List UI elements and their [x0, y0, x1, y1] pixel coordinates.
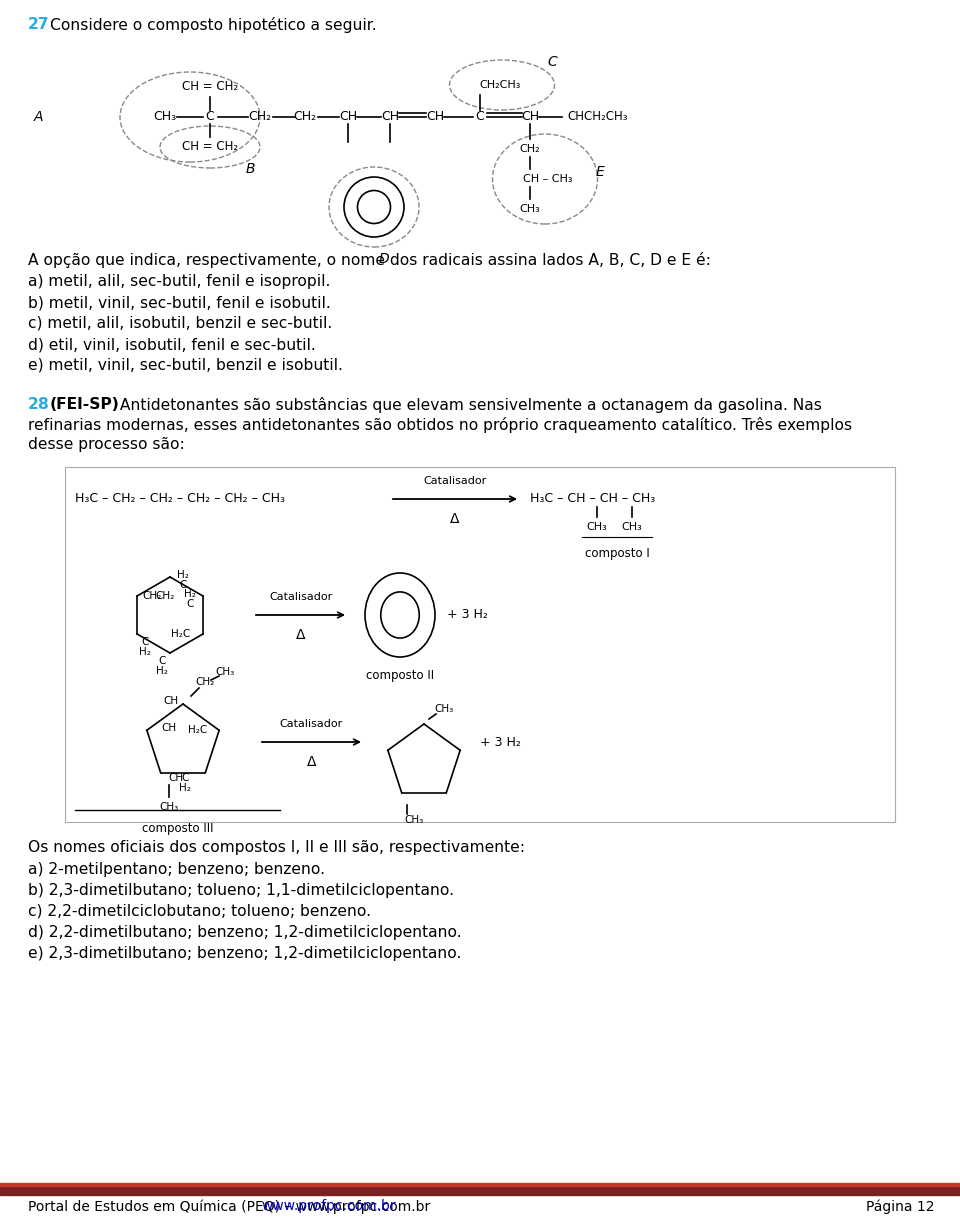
- Text: C: C: [186, 599, 194, 609]
- Text: a) 2-metilpentano; benzeno; benzeno.: a) 2-metilpentano; benzeno; benzeno.: [28, 862, 325, 877]
- Text: CH₃: CH₃: [154, 111, 177, 123]
- Text: 28: 28: [28, 397, 50, 411]
- Text: E: E: [595, 165, 605, 179]
- Text: CH₃: CH₃: [215, 667, 234, 678]
- Text: e) 2,3-dimetilbutano; benzeno; 1,2-dimetilciclopentano.: e) 2,3-dimetilbutano; benzeno; 1,2-dimet…: [28, 946, 462, 961]
- Text: CH: CH: [381, 111, 399, 123]
- Text: composto III: composto III: [142, 822, 213, 835]
- Text: CH₃: CH₃: [622, 522, 642, 532]
- Text: C: C: [141, 637, 149, 647]
- Text: composto II: composto II: [366, 669, 434, 683]
- Text: CH₃: CH₃: [159, 802, 179, 812]
- Text: Δ: Δ: [296, 628, 305, 642]
- Text: C: C: [181, 772, 189, 782]
- Text: CH: CH: [426, 111, 444, 123]
- Text: CH₂: CH₂: [156, 591, 175, 601]
- Text: Considere o composto hipotético a seguir.: Considere o composto hipotético a seguir…: [50, 17, 376, 33]
- Text: refinarias modernas, esses antidetonantes são obtidos no próprio craqueamento ca: refinarias modernas, esses antidetonante…: [28, 416, 852, 432]
- Text: CH₂: CH₂: [249, 111, 272, 123]
- Text: H₂C: H₂C: [187, 726, 206, 736]
- Text: Catalisador: Catalisador: [280, 719, 343, 729]
- Text: d) etil, vinil, isobutil, fenil e sec-butil.: d) etil, vinil, isobutil, fenil e sec-bu…: [28, 338, 316, 352]
- Text: CH₂: CH₂: [519, 144, 540, 154]
- Text: CH₂: CH₂: [196, 678, 215, 687]
- Text: e) metil, vinil, sec-butil, benzil e isobutil.: e) metil, vinil, sec-butil, benzil e iso…: [28, 359, 343, 373]
- Text: H₂: H₂: [156, 667, 168, 676]
- Text: C: C: [475, 111, 485, 123]
- Text: H₃C – CH₂ – CH₂ – CH₂ – CH₂ – CH₃: H₃C – CH₂ – CH₂ – CH₂ – CH₂ – CH₃: [75, 493, 285, 505]
- Text: CH₃: CH₃: [434, 703, 454, 715]
- Text: H₂: H₂: [180, 782, 191, 792]
- Text: composto I: composto I: [585, 547, 649, 561]
- Text: Página 12: Página 12: [867, 1199, 935, 1214]
- Text: A opção que indica, respectivamente, o nome dos radicais assina lados A, B, C, D: A opção que indica, respectivamente, o n…: [28, 253, 710, 269]
- Text: H₃C – CH – CH – CH₃: H₃C – CH – CH – CH₃: [530, 493, 656, 505]
- Text: A: A: [34, 110, 43, 124]
- Text: CH – CH₃: CH – CH₃: [523, 174, 573, 184]
- Text: H₂: H₂: [139, 647, 151, 657]
- Bar: [0, 1186, 960, 1195]
- Text: c) 2,2-dimetilciclobutano; tolueno; benzeno.: c) 2,2-dimetilciclobutano; tolueno; benz…: [28, 904, 371, 919]
- Text: (FEI-SP): (FEI-SP): [50, 397, 120, 411]
- Text: CH₂: CH₂: [294, 111, 317, 123]
- Text: CH: CH: [339, 111, 357, 123]
- Text: Catalisador: Catalisador: [269, 593, 332, 602]
- Text: C: C: [180, 580, 186, 590]
- Text: CH₂: CH₂: [142, 591, 161, 601]
- Text: Catalisador: Catalisador: [423, 476, 487, 485]
- Text: CH = CH₂: CH = CH₂: [182, 80, 238, 94]
- Text: C: C: [205, 111, 214, 123]
- Text: CH: CH: [163, 696, 178, 706]
- Text: + 3 H₂: + 3 H₂: [480, 736, 521, 749]
- Text: c) metil, alil, isobutil, benzil e sec-butil.: c) metil, alil, isobutil, benzil e sec-b…: [28, 315, 332, 331]
- Text: Δ: Δ: [307, 755, 316, 769]
- Text: Portal de Estudos em Química (PEQ) – www.profpc.com.br: Portal de Estudos em Química (PEQ) – www…: [28, 1199, 430, 1214]
- Text: www.profpc.com.br: www.profpc.com.br: [261, 1199, 396, 1214]
- Text: C: C: [547, 55, 557, 69]
- Bar: [65, 467, 895, 822]
- Text: CH: CH: [168, 772, 183, 782]
- Text: H₂C: H₂C: [171, 630, 190, 639]
- Text: H₂: H₂: [184, 589, 196, 599]
- Text: CH₂CH₃: CH₂CH₃: [479, 80, 520, 90]
- Text: b) 2,3-dimetilbutano; tolueno; 1,1-dimetilciclopentano.: b) 2,3-dimetilbutano; tolueno; 1,1-dimet…: [28, 883, 454, 898]
- Text: desse processo são:: desse processo são:: [28, 437, 184, 452]
- Text: H₂: H₂: [177, 570, 189, 580]
- Text: Antidetonantes são substâncias que elevam sensivelmente a octanagem da gasolina.: Antidetonantes são substâncias que eleva…: [115, 397, 822, 413]
- Text: C: C: [158, 655, 166, 667]
- Text: CH₃: CH₃: [587, 522, 608, 532]
- Text: CH: CH: [521, 111, 540, 123]
- Text: + 3 H₂: + 3 H₂: [447, 609, 488, 621]
- Text: 27: 27: [28, 17, 50, 32]
- Text: CH₃: CH₃: [404, 816, 423, 825]
- Bar: [0, 1183, 960, 1186]
- Text: CH₃: CH₃: [519, 205, 540, 214]
- Text: a) metil, alil, sec-butil, fenil e isopropil.: a) metil, alil, sec-butil, fenil e isopr…: [28, 274, 330, 290]
- Text: D: D: [378, 253, 390, 266]
- Text: Os nomes oficiais dos compostos I, II e III são, respectivamente:: Os nomes oficiais dos compostos I, II e …: [28, 840, 525, 855]
- Text: b) metil, vinil, sec-butil, fenil e isobutil.: b) metil, vinil, sec-butil, fenil e isob…: [28, 294, 331, 310]
- Text: CHCH₂CH₃: CHCH₂CH₃: [567, 111, 628, 123]
- Text: CH = CH₂: CH = CH₂: [182, 140, 238, 154]
- Text: CH: CH: [161, 723, 177, 733]
- Text: B: B: [245, 161, 254, 176]
- Text: Δ: Δ: [450, 513, 460, 526]
- Text: d) 2,2-dimetilbutano; benzeno; 1,2-dimetilciclopentano.: d) 2,2-dimetilbutano; benzeno; 1,2-dimet…: [28, 925, 462, 940]
